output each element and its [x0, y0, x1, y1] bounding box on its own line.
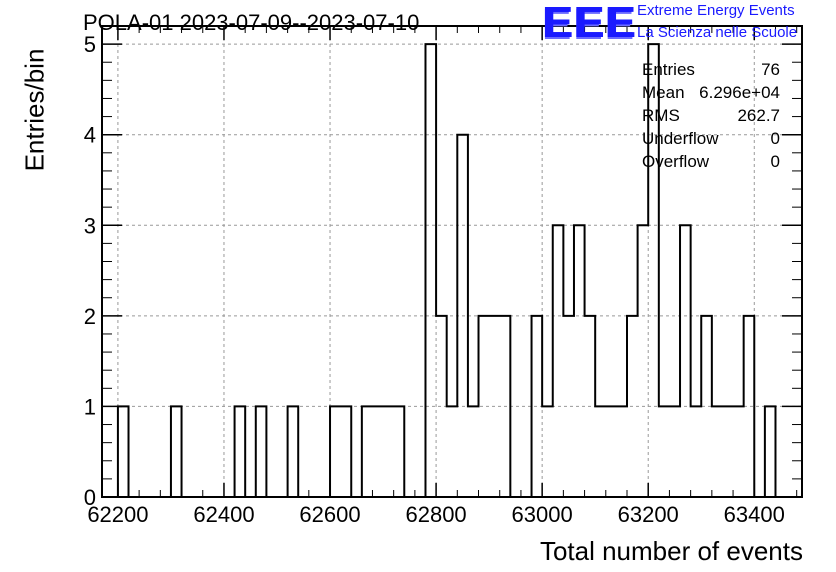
plot-frame: [101, 25, 803, 498]
y-tick-label: 2: [84, 304, 96, 329]
stat-label: Mean: [642, 83, 685, 102]
y-tick-label: 1: [84, 394, 96, 419]
tick-labels: 62200 62400 62600 62800 63000 63200 63400 0 1 2 3 4…: [84, 32, 785, 527]
stat-row-entries: Entries 76: [642, 60, 780, 83]
x-tick-label: 63200: [618, 502, 679, 527]
histogram-bin: [256, 406, 267, 497]
histogram-bin: [372, 406, 383, 497]
histogram-bin: [542, 406, 553, 497]
histogram-bin: [606, 406, 617, 497]
histogram-bin: [553, 225, 564, 497]
histogram-bin: [383, 406, 394, 497]
histogram-bin: [235, 406, 246, 497]
stat-value: 0: [770, 152, 780, 171]
stat-label: Overflow: [642, 152, 710, 171]
stat-value: 0: [770, 129, 780, 148]
stat-row-underflow: Underflow 0: [642, 129, 780, 152]
y-tick-label: 0: [84, 485, 96, 510]
histogram-bin: [595, 406, 606, 497]
stats-box: Entries 76 Mean 6.296e+04 RMS 262.7 Unde…: [642, 60, 780, 175]
stat-label: Entries: [642, 60, 695, 79]
x-tick-label: 63000: [512, 502, 573, 527]
y-tick-label: 5: [84, 32, 96, 57]
eee-logo: EEE: [542, 0, 637, 47]
histogram-bin: [712, 406, 723, 497]
y-axis-label: Entries/bin: [19, 48, 50, 172]
histogram-bin: [659, 406, 670, 497]
histogram-bin: [362, 406, 373, 497]
stat-value: 262.7: [737, 106, 780, 125]
histogram-bin: [288, 406, 299, 497]
histogram-bin: [616, 406, 627, 497]
x-tick-label: 62600: [299, 502, 360, 527]
x-tick-label: 62400: [193, 502, 254, 527]
y-tick-label: 4: [84, 123, 96, 148]
histogram-bin: [171, 406, 182, 497]
stat-label: Underflow: [642, 129, 719, 148]
stat-value: 6.296e+04: [699, 83, 780, 102]
x-tick-label: 62200: [87, 502, 148, 527]
stat-row-overflow: Overflow 0: [642, 152, 780, 175]
x-tick-label: 63400: [724, 502, 785, 527]
histogram-bin: [765, 406, 776, 497]
histogram-bin: [394, 406, 405, 497]
histogram-bin: [669, 406, 680, 497]
stat-label: RMS: [642, 106, 680, 125]
histogram-bin: [425, 44, 436, 497]
histogram-bin: [330, 406, 341, 497]
histogram-bin: [691, 406, 702, 497]
x-tick-label: 62800: [405, 502, 466, 527]
x-axis-label: Total number of events: [539, 536, 803, 566]
histogram-bin: [468, 406, 479, 497]
histogram-bin: [118, 406, 129, 497]
stat-value: 76: [761, 60, 780, 79]
histogram-outline: [116, 43, 777, 498]
histogram-bin: [341, 406, 352, 497]
histogram-bin: [447, 406, 458, 497]
histogram-bin: [733, 406, 744, 497]
y-tick-label: 3: [84, 213, 96, 238]
org-name-line1: Extreme Energy Events: [637, 2, 795, 19]
stat-row-mean: Mean 6.296e+04: [642, 83, 780, 106]
histogram-bin: [574, 225, 585, 497]
histogram-bin: [680, 225, 691, 497]
histogram-bin: [638, 225, 649, 497]
histogram-bin: [722, 406, 733, 497]
chart-title: POLA-01 2023-07-09--2023-07-10: [83, 10, 420, 35]
org-name-line2: La Scienza nelle Scuole: [637, 24, 798, 41]
stat-row-rms: RMS 262.7: [642, 106, 780, 129]
